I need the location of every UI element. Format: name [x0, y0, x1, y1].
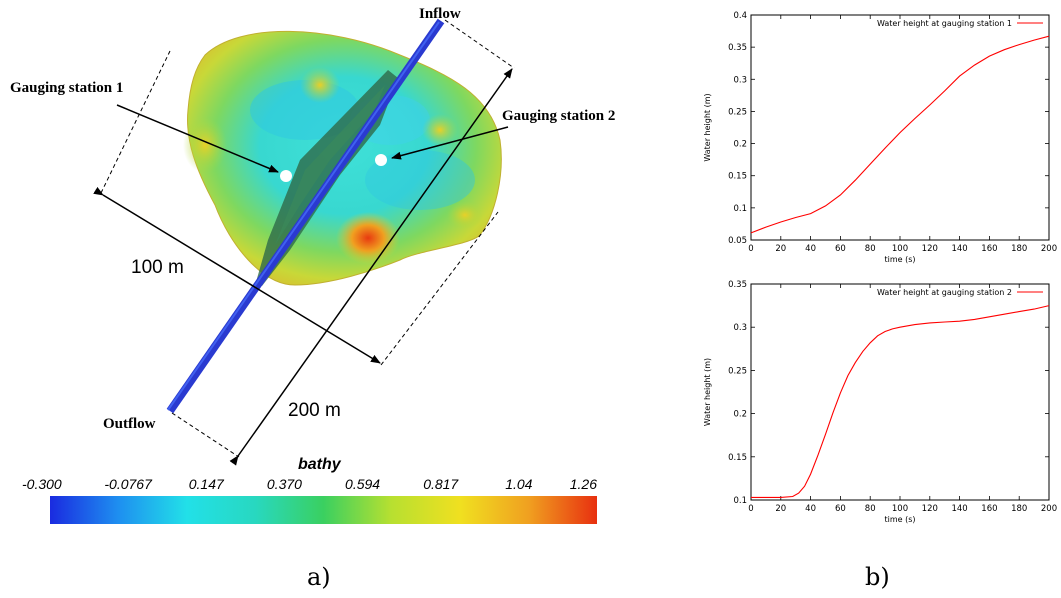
colorbar-tick-label: 0.147: [189, 476, 225, 492]
basin-high-spot: [300, 67, 340, 103]
x-tick-label: 140: [951, 504, 967, 514]
dimension-200m-arrow: [229, 68, 513, 466]
outflow-label: Outflow: [103, 416, 156, 432]
colorbar-tick-label: -0.0767: [104, 476, 153, 492]
y-tick-label: 0.2: [733, 140, 747, 150]
chart-gauge-station-2: 0 20 40 60 80 100 120 140 160 180 200 0.1 0.15 0.2 0.2…: [703, 280, 1057, 524]
y-tick-label: 0.1: [733, 204, 747, 214]
inflow-label: Inflow: [419, 6, 461, 22]
x-tick-label: 200: [1041, 244, 1057, 254]
gauge-2-pointer: [391, 126, 509, 160]
x-tick-label: 160: [981, 504, 997, 514]
plot-frame: [750, 283, 1050, 501]
colorbar-title: bathy: [298, 456, 342, 473]
x-axis-label: time (s): [884, 515, 915, 524]
y-tick-label: 0.15: [728, 453, 747, 463]
x-tick-label: 40: [805, 504, 816, 514]
gauge-station-1-marker: [280, 170, 292, 182]
y-tick-label: 0.4: [733, 11, 747, 21]
colorbar-tick-label: -0.300: [22, 476, 62, 492]
x-tick-label: 140: [951, 244, 967, 254]
colorbar-tick-label: 1.26: [570, 476, 597, 492]
x-tick-label: 180: [1011, 504, 1027, 514]
y-tick-label: 0.15: [728, 172, 747, 182]
legend-label: Water height at gauging station 1: [877, 19, 1012, 28]
y-tick-label: 0.3: [733, 323, 747, 333]
colorbar-tick-label: 0.594: [345, 476, 380, 492]
panel-b-label: b): [865, 563, 890, 591]
gauge-station-2-marker: [375, 154, 387, 166]
y-tick-label: 0.25: [728, 107, 747, 117]
basin-peak: [336, 212, 400, 264]
x-tick-label: 20: [775, 244, 786, 254]
y-tick-label: 0.35: [728, 280, 747, 290]
colorbar-tick-label: 0.817: [423, 476, 459, 492]
y-tick-label: 0.2: [733, 410, 747, 420]
x-tick-label: 80: [865, 504, 876, 514]
y-tick-label: 0.3: [733, 75, 747, 85]
basin-high-spot: [447, 201, 483, 229]
dimension-guides: [100, 19, 515, 458]
x-tick-label: 60: [835, 504, 846, 514]
x-tick-label: 80: [865, 244, 876, 254]
x-tick-label: 120: [922, 244, 938, 254]
x-tick-label: 180: [1011, 244, 1027, 254]
y-axis-label: Water height (m): [703, 358, 712, 426]
dimension-200m-label: 200 m: [288, 400, 341, 421]
x-tick-label: 160: [981, 244, 997, 254]
series-line: [750, 35, 1050, 234]
colorbar-tick-labels: -0.300 -0.0767 0.147 0.370 0.594 0.817 1.04 1.2…: [22, 476, 597, 492]
gauge-2-label: Gauging station 2: [502, 108, 615, 124]
y-tick-label: 0.25: [728, 366, 747, 376]
y-axis-label: Water height (m): [703, 93, 712, 161]
x-tick-label: 0: [748, 504, 753, 514]
x-tick-label: 60: [835, 244, 846, 254]
x-tick-label: 40: [805, 244, 816, 254]
gauge-1-pointer: [116, 104, 279, 173]
series-line: [751, 305, 1050, 498]
panel-a-label: a): [307, 563, 331, 591]
x-tick-label: 120: [922, 504, 938, 514]
x-tick-label: 20: [775, 504, 786, 514]
colorbar-tick-label: 0.370: [267, 476, 302, 492]
chart-gauge-station-1: 0 20 40 60 80 100 120 140 160 180 200 0.05 0.1 0.15 0.…: [703, 11, 1057, 264]
basin-high-spot: [183, 117, 227, 173]
dimension-100m-label: 100 m: [131, 257, 184, 278]
colorbar-tick-label: 1.04: [505, 476, 532, 492]
plot-frame: [750, 14, 1050, 241]
y-tick-label: 0.1: [733, 496, 747, 506]
colorbar: bathy -0.300 -0.0767 0.147 0.370 0.594 0.817 1…: [22, 456, 597, 524]
x-tick-label: 100: [892, 244, 908, 254]
x-tick-label: 100: [892, 504, 908, 514]
panel-a: Inflow Outflow Gauging station 1 Gauging…: [10, 6, 615, 591]
colorbar-gradient: [50, 496, 597, 524]
legend-label: Water height at gauging station 2: [877, 288, 1012, 297]
x-tick-label: 0: [748, 244, 753, 254]
x-axis-label: time (s): [884, 255, 915, 264]
x-tick-label: 200: [1041, 504, 1057, 514]
gauge-1-label: Gauging station 1: [10, 80, 123, 96]
y-tick-label: 0.05: [728, 236, 747, 246]
y-tick-label: 0.35: [728, 43, 747, 53]
